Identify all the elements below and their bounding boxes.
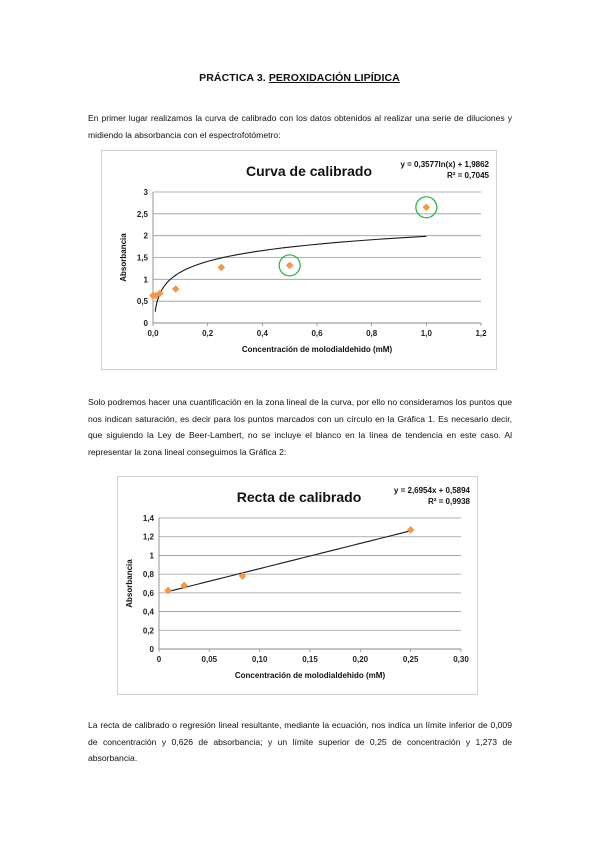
data-point — [156, 289, 164, 298]
y-tick-label: 2,5 — [137, 210, 149, 219]
x-tick-label: 0 — [157, 655, 162, 664]
trendline-equation: y = 2,6954x + 0,5894 — [394, 486, 471, 495]
paragraph-intro: En primer lugar realizamos la curva de c… — [88, 113, 512, 140]
y-tick-label: 0 — [144, 319, 149, 328]
x-tick-label: 0,25 — [403, 655, 419, 664]
saturation-circle — [278, 254, 301, 277]
y-tick-label: 0,5 — [137, 297, 149, 306]
data-point — [422, 203, 431, 212]
y-tick-label: 0,4 — [143, 608, 155, 617]
y-tick-label: 1,4 — [143, 514, 155, 523]
trendline — [154, 235, 427, 312]
x-tick-label: 0,4 — [257, 329, 269, 338]
y-tick-label: 0,2 — [143, 626, 155, 635]
trendline-equation: y = 0,3577ln(x) + 1,9862 — [400, 160, 489, 169]
x-tick-label: 0,30 — [453, 655, 469, 664]
y-tick-label: 2 — [144, 232, 149, 241]
x-tick-label: 0,20 — [353, 655, 369, 664]
data-point — [171, 285, 180, 293]
chart-title: Recta de calibrado — [237, 489, 362, 505]
data-point — [406, 526, 415, 534]
x-tick-label: 0,15 — [302, 655, 318, 664]
saturation-circle — [415, 196, 438, 219]
y-tick-label: 1,2 — [143, 533, 155, 542]
x-tick-label: 1,0 — [421, 329, 433, 338]
x-tick-label: 0,10 — [252, 655, 268, 664]
trendline-r2: R² = 0,9938 — [428, 497, 471, 506]
y-tick-label: 1 — [144, 275, 149, 284]
x-axis-label: Concentración de molodialdehido (mM) — [242, 345, 393, 354]
y-tick-label: 3 — [144, 188, 149, 197]
page-title: PRÁCTICA 3. PEROXIDACIÓN LIPÍDICA — [0, 72, 599, 84]
y-tick-label: 0,6 — [143, 589, 155, 598]
chart-2-frame: 0 0,2 0,4 0,6 0,8 1 1,2 1,4 0 0,05 0,10 0,15 0,20 0,2… — [117, 476, 478, 695]
data-point — [180, 581, 188, 590]
x-tick-label: 0,6 — [311, 329, 323, 338]
x-tick-label: 0,2 — [202, 329, 214, 338]
title-main: PEROXIDACIÓN LIPÍDICA — [268, 72, 400, 84]
y-axis-label: Absorbancia — [119, 233, 128, 282]
paragraph-linear-zone: Solo podremos hacer una cuantificación e… — [88, 397, 512, 457]
y-tick-label: 1,5 — [137, 254, 149, 263]
data-point — [164, 586, 172, 595]
data-point — [285, 261, 294, 270]
x-tick-label: 0,8 — [366, 329, 378, 338]
x-tick-label: 0,0 — [147, 329, 159, 338]
y-tick-label: 1 — [150, 551, 155, 560]
chart-calibration-line: 0 0,2 0,4 0,6 0,8 1 1,2 1,4 0 0,05 0,10 0,15 0,20 0,2… — [125, 486, 471, 680]
x-axis-label: Concentración de molodialdehido (mM) — [235, 671, 386, 680]
title-prefix: PRÁCTICA 3. — [199, 72, 266, 84]
trendline-r2: R² = 0,7045 — [447, 171, 490, 180]
chart-title: Curva de calibrado — [246, 163, 372, 179]
chart-1-frame: 0 0,5 1 1,5 2 2,5 3 0,0 0,2 0,4 0,6 0,8 1,0 1,2 Curva … — [101, 150, 497, 370]
x-tick-label: 1,2 — [475, 329, 487, 338]
trendline — [167, 530, 411, 593]
chart-calibration-curve: 0 0,5 1 1,5 2 2,5 3 0,0 0,2 0,4 0,6 0,8 1,0 1,2 Curva … — [119, 160, 490, 354]
paragraph-conclusion: La recta de calibrado o regresión lineal… — [88, 720, 512, 763]
data-point — [217, 263, 226, 272]
y-tick-label: 0,8 — [143, 570, 155, 579]
x-tick-label: 0,05 — [202, 655, 218, 664]
y-tick-label: 0 — [150, 645, 155, 654]
y-axis-label: Absorbancia — [125, 559, 134, 608]
